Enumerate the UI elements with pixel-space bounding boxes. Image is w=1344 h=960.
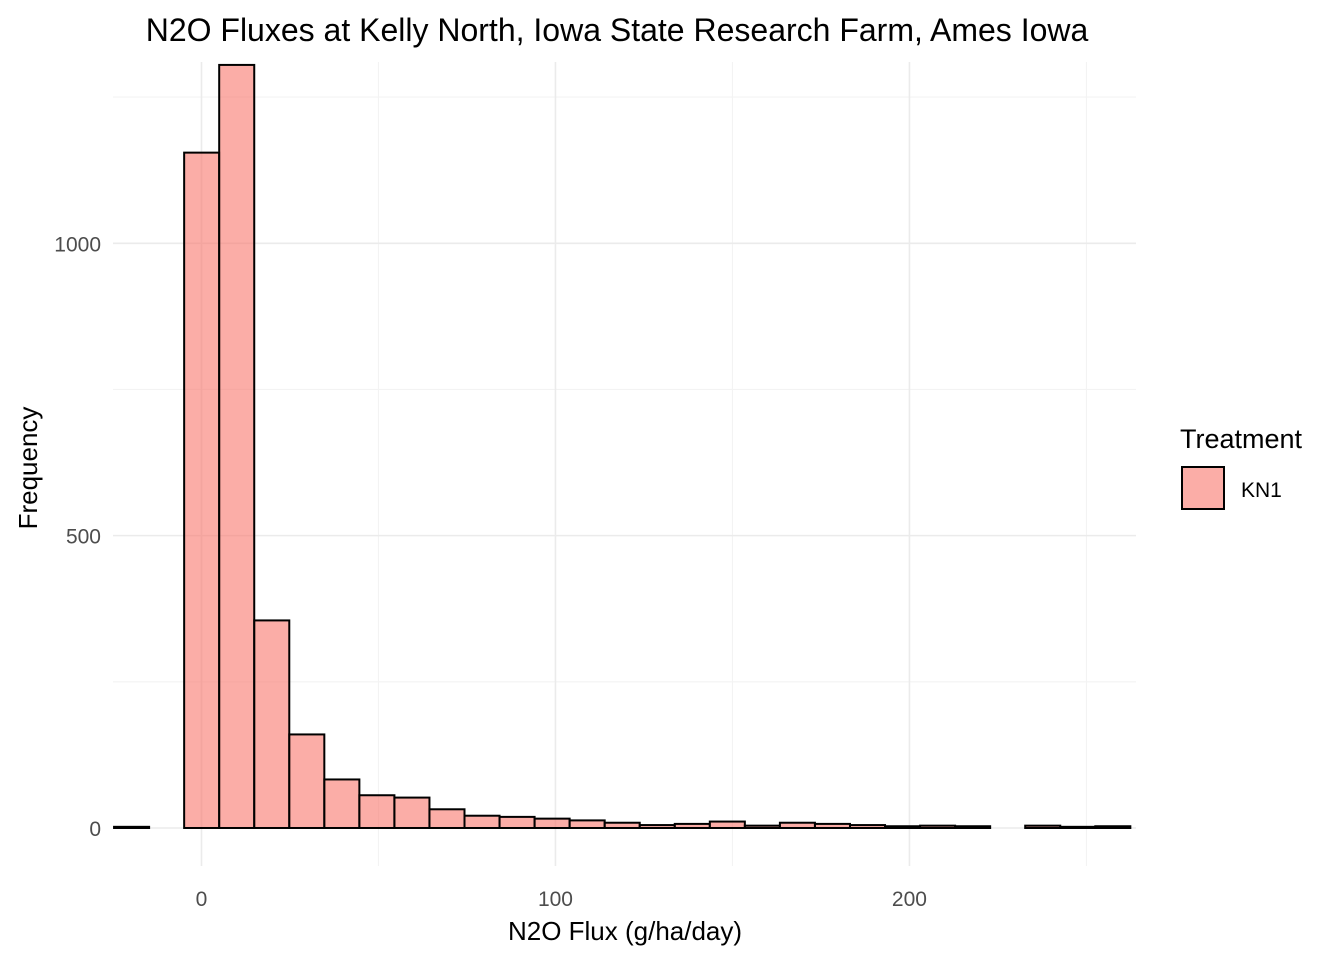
histogram-bar [813,822,851,829]
y-tick-label: 0 [89,818,101,841]
ticks-layer: 0 100 200 0 500 1000 [54,233,927,911]
histogram-bar [743,824,781,829]
histogram-bar [603,821,641,829]
x-axis-title: N2O Flux (g/ha/day) [508,916,742,946]
y-axis-title: Frequency [13,407,43,530]
histogram-bar [183,151,221,829]
histogram-bar [498,815,536,829]
histogram-bar [673,822,711,829]
histogram-bar [533,817,571,829]
histogram-bar [218,63,256,829]
histogram-bar [1059,825,1097,829]
histogram-bar [358,794,396,829]
legend: Treatment KN1 [1180,424,1303,510]
histogram-bar [919,824,957,829]
histogram-bar [463,814,501,829]
histogram-bar [848,824,887,829]
histogram-bar [428,808,466,829]
legend-key-swatch [1181,466,1225,510]
x-tick-label: 100 [538,888,573,911]
histogram-bar [708,820,746,829]
histogram-bar [568,819,606,829]
x-tick-label: 0 [196,888,208,911]
histogram-bar [393,796,431,829]
histogram-bar [954,825,992,829]
y-tick-label: 1000 [54,233,101,256]
histogram-bar [113,825,151,829]
histogram-bar [323,778,361,829]
y-tick-label: 500 [66,526,101,549]
histogram-bar [253,619,291,829]
histogram-bar [288,733,326,829]
histogram-bar [1094,825,1132,829]
x-tick-label: 200 [892,888,927,911]
chart-title: N2O Fluxes at Kelly North, Iowa State Re… [146,12,1089,48]
histogram-bar [884,825,922,829]
histogram-bar [1024,824,1062,829]
histogram-bar [638,824,676,829]
legend-label-kn1: KN1 [1241,479,1282,502]
legend-title: Treatment [1180,424,1303,454]
bars-layer [113,63,1132,829]
histogram-bar [778,821,816,829]
